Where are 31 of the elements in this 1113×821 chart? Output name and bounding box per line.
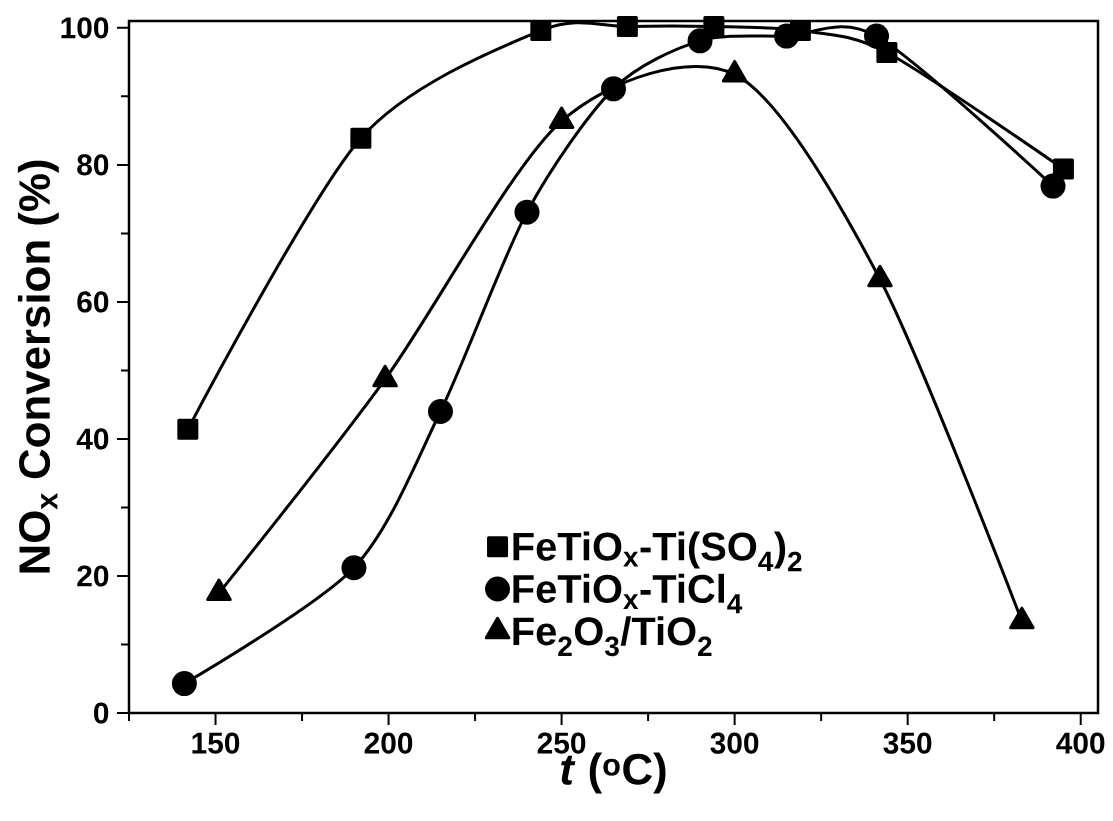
point [514, 199, 540, 225]
point [616, 15, 638, 37]
y-tick-label: 100 [61, 17, 109, 39]
point [171, 671, 197, 697]
point [687, 28, 713, 54]
point [341, 555, 367, 581]
x-tick-label: 250 [537, 732, 586, 754]
point [774, 23, 800, 49]
point [1040, 173, 1066, 199]
point [530, 20, 552, 42]
y-tick-label: 40 [76, 428, 109, 450]
point [177, 418, 199, 440]
x-tick-label: 300 [710, 732, 759, 754]
point [350, 127, 372, 149]
x-tick-label: 400 [1056, 732, 1105, 754]
x-tick-label: 200 [364, 732, 413, 754]
y-tick-label: 80 [77, 154, 109, 176]
legend-label: FeTiO$_{x}$-TiCl$_{4}$ [513, 573, 743, 614]
y-axis-title: NO$_{x}$ Conversion (%) [17, 160, 59, 573]
legend-label: FeTiO$_{x}$-Ti(SO$_{4}$)$_{2}$ [513, 531, 802, 572]
legend-label: Fe$_{2}$O$_{3}$/TiO$_{2}$ [513, 616, 712, 657]
y-tick-label: 60 [77, 291, 109, 313]
point [703, 15, 725, 37]
y-tick-label: 0 [94, 702, 109, 724]
x-tick-label: 150 [192, 732, 240, 754]
point [1052, 158, 1074, 180]
point [864, 23, 890, 49]
point [427, 399, 453, 425]
point [601, 76, 626, 102]
y-tick-label: 20 [77, 565, 109, 587]
x-tick-label: 350 [883, 732, 932, 754]
